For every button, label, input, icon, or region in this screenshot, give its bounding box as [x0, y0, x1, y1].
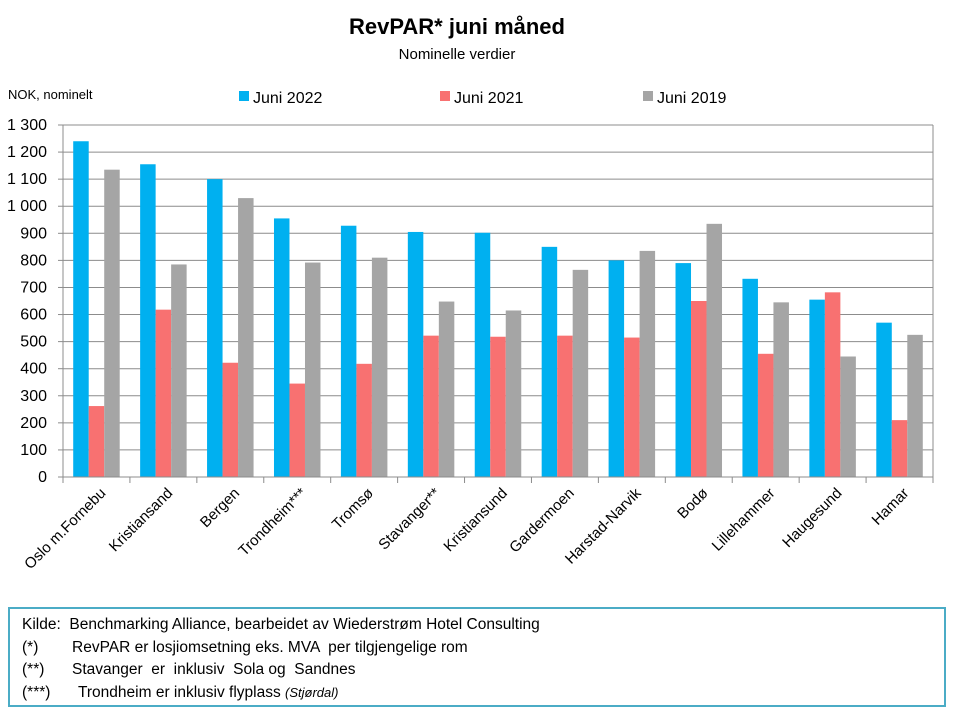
legend-label: Juni 2021	[454, 90, 523, 107]
x-category-label: Tromsø	[329, 485, 377, 533]
bar-juni-2022	[541, 246, 558, 477]
y-tick-label: 200	[20, 415, 47, 432]
bar-juni-2019	[371, 257, 388, 477]
y-tick-label: 600	[20, 307, 47, 324]
legend-label: Juni 2022	[253, 90, 322, 107]
note-3-text: Trondheim er inklusiv flyplass	[78, 683, 281, 701]
bar-juni-2021	[289, 383, 305, 477]
bar-juni-2022	[742, 278, 758, 477]
note-source-text: Benchmarking Alliance, bearbeidet av Wie…	[69, 616, 540, 633]
y-tick-label: 1 000	[7, 198, 47, 215]
note-1: (*) RevPAR er losjiomsetning eks. MVA per…	[22, 637, 932, 660]
y-tick-label: 700	[20, 279, 47, 296]
chart-title: RevPAR* juni måned	[349, 14, 565, 39]
y-tick-label: 1 100	[7, 171, 47, 188]
bar-juni-2021	[757, 353, 774, 477]
x-category-label: Stavanger**	[375, 485, 444, 554]
y-tick-label: 900	[20, 225, 47, 242]
bar-juni-2021	[155, 309, 172, 477]
note-1-tag: (*)	[22, 638, 39, 656]
note-1-text: RevPAR er losjiomsetning eks. MVA per ti…	[72, 638, 468, 656]
y-tick-label: 0	[38, 469, 47, 486]
bar-juni-2022	[675, 263, 692, 477]
bar-juni-2022	[73, 141, 89, 477]
revpar-chart: RevPAR* juni måned Nominelle verdier NOK…	[7, 14, 934, 573]
bar-juni-2022	[407, 231, 424, 477]
y-tick-label: 400	[20, 361, 47, 378]
bar-juni-2022	[474, 232, 491, 477]
note-source-label: Kilde:	[22, 616, 61, 633]
y-tick-label: 800	[20, 252, 47, 269]
bar-juni-2021	[356, 363, 372, 477]
x-category-label: Kristiansund	[440, 485, 510, 555]
bar-juni-2019	[773, 302, 789, 477]
y-tick-label: 1 300	[7, 117, 47, 134]
bar-juni-2021	[691, 301, 707, 477]
y-tick-label: 300	[20, 388, 47, 405]
y-tick-label: 500	[20, 334, 47, 351]
bar-juni-2019	[304, 262, 321, 477]
legend-swatch	[643, 91, 653, 101]
note-3-tag: (***)	[22, 683, 51, 701]
bar-juni-2019	[104, 169, 120, 477]
bar-juni-2022	[340, 225, 357, 477]
bar-juni-2021	[891, 420, 908, 477]
note-2: (**) Stavanger er inklusiv Sola og Sandne…	[22, 659, 932, 682]
x-category-label: Oslo m.Fornebu	[21, 485, 109, 573]
bar-juni-2019	[572, 269, 589, 477]
y-axis-label: NOK, nominelt	[8, 87, 93, 102]
bar-juni-2019	[907, 334, 923, 477]
bar-juni-2022	[273, 218, 290, 477]
note-2-text: Stavanger er inklusiv Sola og Sandnes	[72, 661, 356, 678]
x-category-label: Kristiansand	[106, 485, 176, 555]
x-category-label: Hamar	[869, 485, 913, 529]
note-3-small: (Stjørdal)	[285, 684, 339, 700]
bar-juni-2022	[608, 260, 625, 477]
bar-juni-2021	[557, 335, 573, 477]
note-source: Kilde: Benchmarking Alliance, bearbeidet…	[22, 614, 932, 637]
notes-box: Kilde: Benchmarking Alliance, bearbeidet…	[8, 607, 946, 707]
x-category-label: Haugesund	[779, 485, 845, 551]
bar-juni-2021	[490, 336, 506, 477]
y-tick-label: 100	[20, 442, 47, 459]
bar-juni-2021	[88, 406, 105, 477]
bar-juni-2021	[222, 362, 239, 477]
x-category-label: Bergen	[197, 485, 243, 531]
chart-subtitle: Nominelle verdier	[399, 46, 516, 63]
bar-juni-2022	[809, 299, 825, 477]
x-category-label: Lillehammer	[709, 485, 779, 555]
legend-swatch	[239, 91, 249, 101]
bar-juni-2021	[624, 337, 640, 477]
note-3: (***) Trondheim er inklusiv flyplass (Stj…	[22, 682, 932, 705]
legend-swatch	[440, 91, 450, 101]
bar-juni-2022	[876, 322, 892, 477]
bar-juni-2021	[423, 335, 439, 477]
bar-juni-2019	[438, 301, 455, 477]
bar-juni-2019	[238, 198, 254, 477]
bar-juni-2022	[140, 164, 156, 477]
bar-juni-2019	[171, 264, 187, 477]
bar-juni-2019	[505, 310, 522, 477]
bar-juni-2022	[207, 179, 223, 477]
bar-juni-2019	[840, 356, 856, 477]
x-category-label: Bodø	[674, 485, 711, 522]
legend-label: Juni 2019	[657, 90, 726, 107]
bar-juni-2021	[824, 292, 841, 477]
x-category-label: Gardermoen	[506, 485, 578, 557]
x-category-label: Trondheim***	[235, 485, 310, 560]
bar-juni-2019	[706, 223, 723, 477]
y-tick-label: 1 200	[7, 144, 47, 161]
note-2-tag: (**)	[22, 661, 45, 678]
bar-juni-2019	[639, 250, 656, 477]
